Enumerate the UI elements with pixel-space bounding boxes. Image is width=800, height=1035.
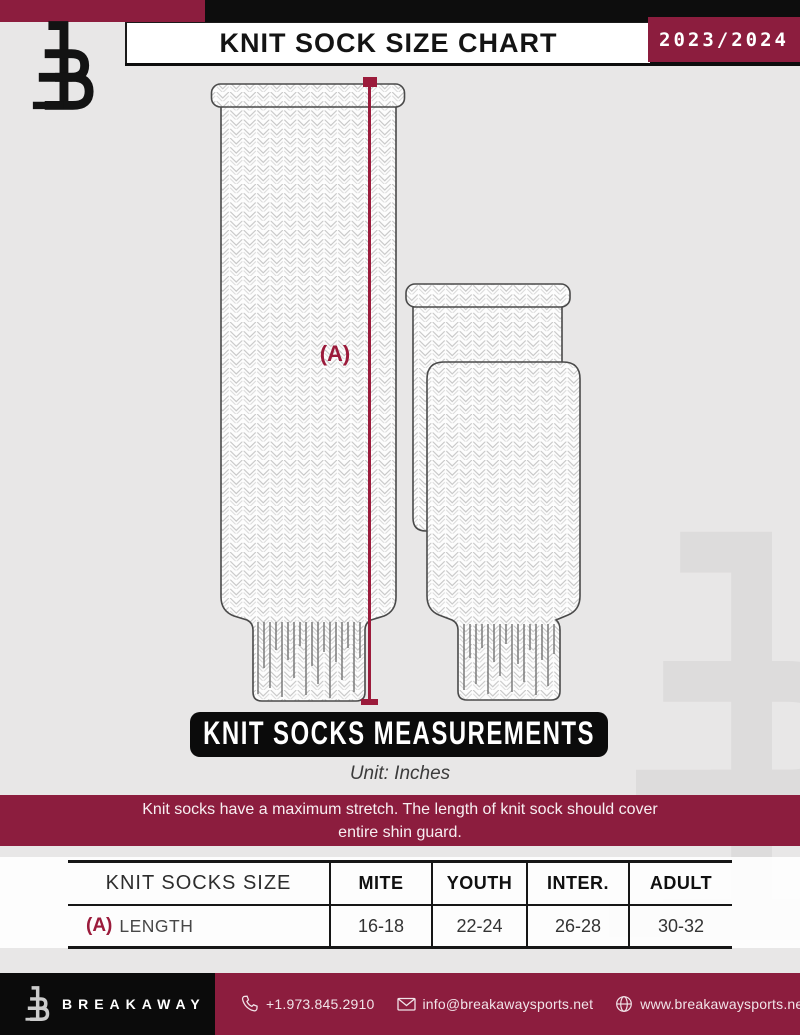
table-header-inter: INTER. xyxy=(526,863,628,906)
size-table: KNIT SOCKS SIZE MITE YOUTH INTER. ADULT … xyxy=(68,860,732,949)
table-cell-inter-length: 26-28 xyxy=(526,906,628,946)
breakaway-b-footer-logo-icon xyxy=(22,985,51,1021)
measurement-line-a xyxy=(361,77,378,705)
table-background-band xyxy=(0,857,800,948)
length-label-prefix: (A) xyxy=(86,915,113,936)
phone-icon xyxy=(241,995,258,1012)
footer-brand-block xyxy=(0,973,215,1035)
measurement-label-a: (A) xyxy=(319,341,351,366)
footer-website-text: www.breakawaysports.net xyxy=(640,996,800,1012)
footer-contact-bar: +1.973.845.2910 info@breakawaysports.net… xyxy=(215,973,800,1035)
sock-tall xyxy=(210,83,406,702)
sock-adult xyxy=(426,361,581,701)
footer-brand-text: BREAKAWAY xyxy=(62,996,206,1012)
table-cell-adult-length: 30-32 xyxy=(628,906,732,946)
table-header-youth: YOUTH xyxy=(431,863,526,906)
notice-line-1: Knit socks have a maximum stretch. The l… xyxy=(142,800,658,818)
table-header-size: KNIT SOCKS SIZE xyxy=(68,863,329,906)
sock-rib-lines xyxy=(257,622,361,698)
page-title: KNIT SOCK SIZE CHART xyxy=(219,27,558,58)
season-badge: 2023/2024 xyxy=(648,17,800,62)
unit-label: Unit: Inches xyxy=(349,763,451,784)
footer-phone: +1.973.845.2910 xyxy=(241,995,375,1013)
footer-email: info@breakawaysports.net xyxy=(396,996,594,1012)
footer-brand-name: BREAKAWAY xyxy=(62,973,215,1035)
measurements-banner-title: KNIT SOCKS MEASUREMENTS xyxy=(203,715,595,752)
measurements-banner: KNIT SOCKS MEASUREMENTS xyxy=(190,712,608,757)
stretch-notice-band: Knit socks have a maximum stretch. The l… xyxy=(0,795,800,846)
length-label: LENGTH xyxy=(119,915,194,936)
globe-icon xyxy=(616,996,633,1012)
table-cell-youth-length: 22-24 xyxy=(431,906,526,946)
breakaway-b-logo-icon xyxy=(24,18,98,110)
table-header-adult: ADULT xyxy=(628,863,732,906)
season-label: 2023/2024 xyxy=(659,28,789,51)
table-cell-mite-length: 16-18 xyxy=(329,906,431,946)
notice-line-2: entire shin guard. xyxy=(338,823,462,841)
sock-rib-lines xyxy=(463,624,555,695)
footer-email-text: info@breakawaysports.net xyxy=(422,996,594,1012)
footer-website: www.breakawaysports.net xyxy=(615,995,800,1013)
header-maroon-strip xyxy=(0,0,205,22)
table-header-mite: MITE xyxy=(329,863,431,906)
footer-phone-text: +1.973.845.2910 xyxy=(266,996,375,1012)
table-row-length-label: (A) LENGTH xyxy=(68,906,329,946)
mail-icon xyxy=(396,997,416,1011)
sock-youth xyxy=(405,283,571,532)
header-title-box: KNIT SOCK SIZE CHART xyxy=(125,22,650,63)
